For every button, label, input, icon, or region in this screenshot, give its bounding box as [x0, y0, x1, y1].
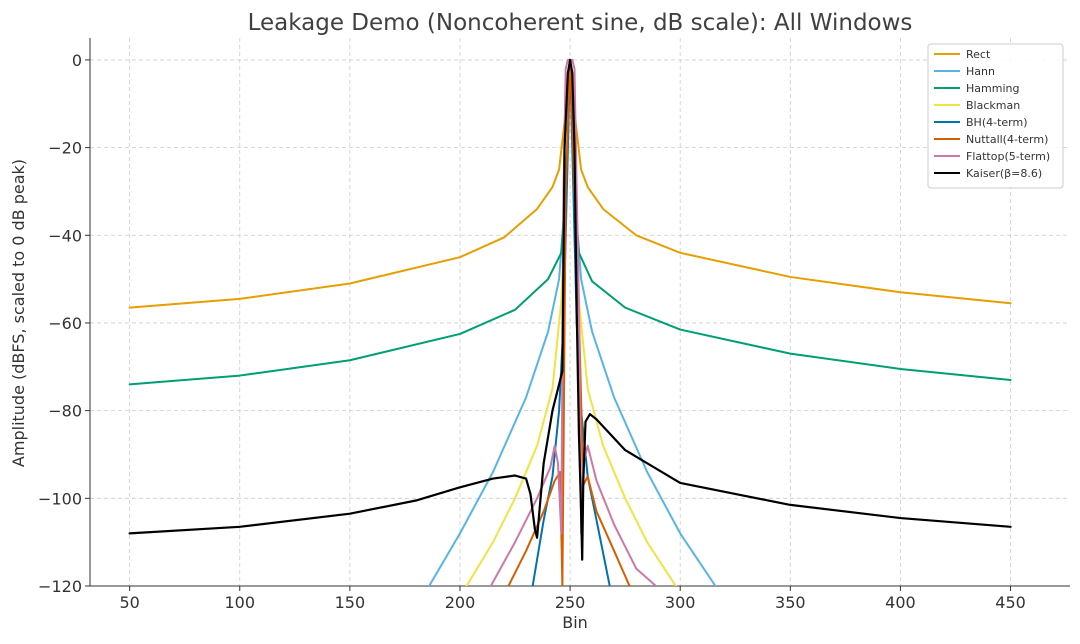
- legend-label: BH(4-term): [966, 116, 1028, 129]
- legend-label: Rect: [966, 48, 991, 61]
- legend-label: Hann: [966, 65, 995, 78]
- legend-label: Blackman: [966, 99, 1020, 112]
- chart-title: Leakage Demo (Noncoherent sine, dB scale…: [248, 10, 913, 36]
- axes: 50 100 150 200 250 300 350 400 450 −120 −100 −80 −60…: [38, 38, 1070, 612]
- x-tick-label: 50: [119, 593, 139, 612]
- legend-box: [927, 43, 1064, 189]
- x-tick-label: 300: [665, 593, 696, 612]
- y-tick-label: −100: [38, 489, 82, 508]
- x-tick-label: 150: [335, 593, 366, 612]
- x-tick-label: 250: [555, 593, 586, 612]
- y-tick-label: −80: [48, 402, 82, 421]
- legend: Rect Hann Hamming Blackman BH(4-term) Nuttall…: [927, 43, 1064, 189]
- x-tick-label: 200: [445, 593, 476, 612]
- x-tick-label: 350: [775, 593, 806, 612]
- y-tick-label: −60: [48, 314, 82, 333]
- x-tick-label: 450: [995, 593, 1026, 612]
- x-axis-label: Bin: [562, 613, 588, 632]
- y-axis-label: Amplitude (dBFS, scaled to 0 dB peak): [9, 159, 28, 467]
- legend-label: Hamming: [966, 82, 1019, 95]
- y-tick-label: 0: [72, 51, 82, 70]
- legend-label: Kaiser(β=8.6): [966, 167, 1042, 180]
- series-line-flattop-5-term: [489, 58, 657, 586]
- y-tick-label: −20: [48, 139, 82, 158]
- plot-area: [128, 58, 1012, 586]
- x-tick-label: 400: [885, 593, 916, 612]
- legend-label: Nuttall(4-term): [966, 133, 1048, 146]
- y-tick-label: −40: [48, 226, 82, 245]
- legend-label: Flattop(5-term): [966, 150, 1050, 163]
- x-tick-label: 100: [224, 593, 255, 612]
- series-line-kaiser-8-6: [128, 58, 1012, 561]
- y-tick-label: −120: [38, 577, 82, 596]
